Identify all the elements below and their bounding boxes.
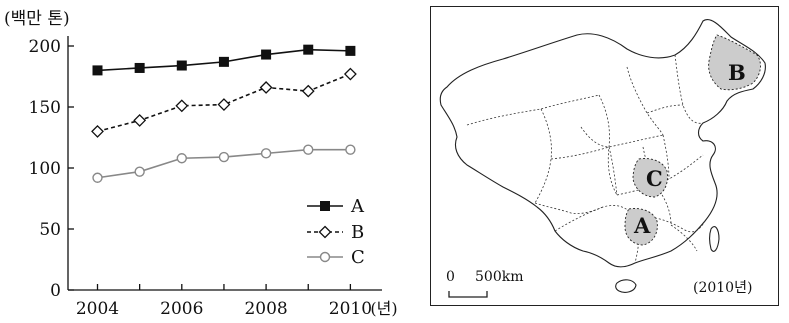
china-map-panel: B C A 0 500km (2010년) [430, 6, 779, 306]
series-b-point [217, 98, 231, 111]
y-tick-label: 0 [50, 281, 61, 301]
region-a-label: A [634, 213, 651, 238]
y-tick-label: 50 [39, 220, 61, 240]
legend-a-label: A [350, 196, 365, 217]
series-b-point [343, 67, 357, 81]
legend-c-label: C [351, 247, 365, 268]
series-c-point [134, 166, 145, 177]
x-tick-label: 2008 [244, 299, 287, 319]
region-b-label: B [728, 60, 746, 85]
y-axis-unit: (백만 톤) [4, 9, 70, 29]
series-c-point [176, 153, 187, 164]
series-c-point [92, 172, 103, 183]
legend-c-marker [319, 251, 331, 263]
map-year-note: (2010년) [693, 280, 753, 296]
series-a-point [261, 49, 272, 60]
x-tick-label: 2010 [329, 299, 372, 319]
china-map [439, 19, 766, 298]
series-b-point [259, 81, 273, 94]
legend-a-marker [320, 201, 330, 211]
y-tick-label: 100 [29, 159, 61, 179]
series-c-point [345, 144, 356, 155]
series-b-point [301, 84, 315, 98]
series-c-point [303, 144, 314, 155]
region-c-label: C [646, 166, 663, 191]
series-a-point [176, 60, 187, 71]
series-b-point [91, 124, 104, 138]
scale-distance-label: 500km [475, 269, 524, 285]
province-boundaries [466, 54, 706, 264]
x-tick-label: 2006 [160, 299, 203, 319]
legend-b-marker [318, 225, 332, 239]
series-c-point [260, 148, 272, 159]
region-a-area [624, 208, 658, 246]
series-a-point [345, 45, 356, 56]
series-b-point [133, 114, 147, 127]
region-c-area [632, 158, 668, 198]
series-a-point [134, 62, 145, 73]
scale-zero-label: 0 [446, 269, 455, 285]
series-b-point [175, 99, 189, 113]
series-a-point [303, 44, 314, 55]
y-tick-label: 200 [29, 37, 61, 57]
region-b-area [708, 34, 761, 91]
line-chart: 0 50 100 150 200 2004 2006 2008 2010(년) (백만 톤) ABC [4, 9, 398, 319]
x-tick-label: 2004 [76, 299, 119, 319]
hainan-island [615, 279, 637, 293]
legend-b-label: B [351, 222, 364, 243]
taiwan-island [708, 226, 720, 252]
series-a-point [218, 56, 229, 67]
x-axis-unit: (년) [370, 299, 397, 318]
scale-bar [448, 291, 488, 298]
series-a-point [92, 65, 103, 76]
series-c-point [218, 151, 230, 163]
y-tick-label: 150 [29, 98, 61, 118]
